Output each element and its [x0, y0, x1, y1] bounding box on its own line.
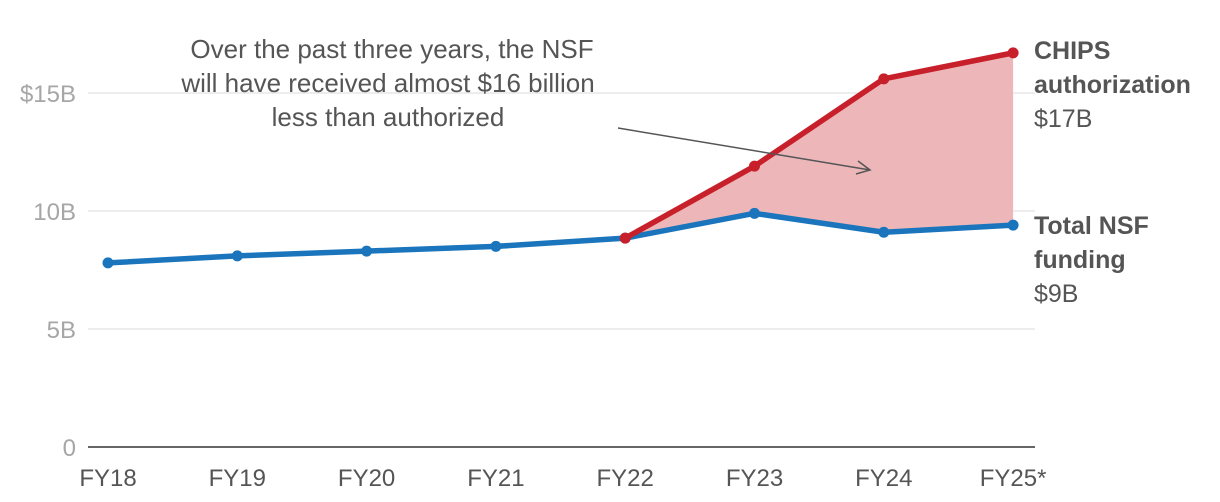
nsf-label-line-1: Total NSF [1034, 212, 1149, 240]
annotation-line-1: Over the past three years, the NSF [190, 34, 593, 64]
y-tick-label: 10B [33, 199, 76, 226]
y-tick-label: 5B [47, 317, 76, 344]
y-tick-label: $15B [20, 81, 76, 108]
labels-layer: CHIPS authorization $17B Total NSF fundi… [1034, 37, 1191, 308]
nsf-funding-point [490, 240, 502, 252]
x-tick-label: FY21 [467, 465, 524, 492]
nsf-funding-point [231, 250, 243, 262]
nsf-funding-point [1007, 219, 1019, 231]
annotation-arrowhead [855, 160, 872, 175]
y-tick-label: 0 [63, 435, 76, 462]
chips-label-line-1: CHIPS [1034, 37, 1110, 65]
x-tick-label: FY23 [726, 465, 783, 492]
chips-authorization-line [622, 50, 1016, 241]
chips-authorization-point [749, 160, 760, 172]
annotation-line-3: less than authorized [272, 102, 505, 132]
series-layer [102, 47, 1019, 269]
x-tick-label: FY19 [209, 465, 266, 492]
chips-label-line-2: authorization [1034, 71, 1191, 99]
nsf-label-line-2: funding [1034, 246, 1126, 274]
grid-layer: 0 5B 10B $15B FY18 FY19 FY20 FY21 FY22 FY23 FY24 FY… [20, 81, 1047, 492]
chips-value-label: $17B [1034, 105, 1092, 133]
gap-area [625, 52, 1014, 239]
chips-authorization-point [878, 73, 890, 85]
annotation-layer: Over the past three years, the NSF will … [180, 34, 872, 175]
nsf-value-label: $9B [1034, 280, 1078, 308]
x-tick-label: FY18 [79, 465, 136, 492]
nsf-funding-point [749, 207, 760, 219]
x-tick-label: FY25* [980, 465, 1047, 492]
x-tick-label: FY24 [855, 465, 912, 492]
fill-layer [625, 52, 1014, 239]
nsf-funding-point [361, 245, 373, 257]
chips-authorization-point [1007, 47, 1019, 59]
nsf-funding-line [105, 210, 1016, 266]
chips-authorization-point [619, 232, 631, 244]
annotation-line-2: will have received almost $16 billion [180, 68, 594, 98]
annotation-arrow-line [617, 127, 871, 171]
x-tick-label: FY22 [597, 465, 654, 492]
x-tick-label: FY20 [338, 465, 395, 492]
nsf-funding-point [878, 226, 890, 238]
nsf-funding-point [102, 257, 114, 269]
